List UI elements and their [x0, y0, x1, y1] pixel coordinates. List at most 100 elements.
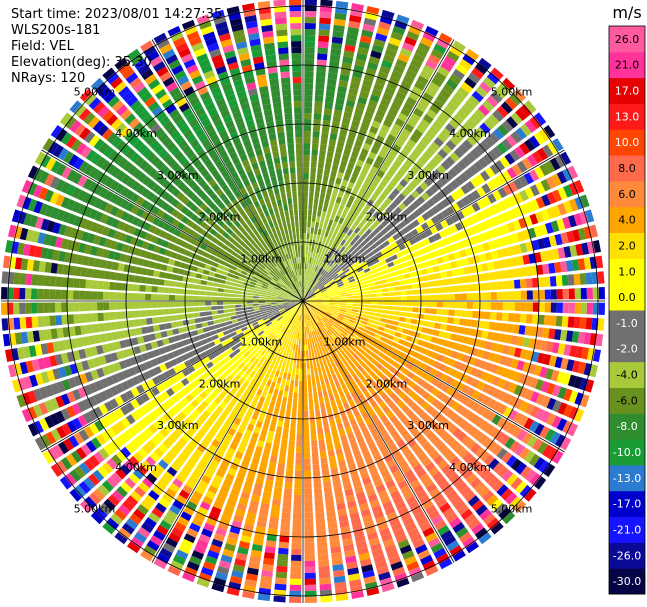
velocity-gate [381, 583, 395, 593]
velocity-gate [193, 544, 207, 555]
velocity-gate [597, 271, 605, 284]
velocity-gate [508, 195, 518, 207]
velocity-gate [360, 426, 369, 434]
velocity-gate [345, 200, 353, 208]
velocity-gate [387, 107, 399, 117]
velocity-gate [79, 290, 86, 300]
velocity-gate [546, 191, 557, 205]
velocity-gate [551, 248, 560, 260]
velocity-gate [322, 293, 329, 296]
velocity-gate [315, 185, 321, 193]
velocity-gate [158, 271, 166, 279]
velocity-gate [460, 219, 469, 229]
velocity-gate [1, 302, 8, 315]
velocity-gate [394, 206, 402, 215]
velocity-gate [418, 307, 425, 313]
velocity-gate [441, 316, 449, 323]
velocity-gate [325, 156, 333, 164]
velocity-gate [404, 123, 415, 133]
velocity-gate [331, 164, 339, 172]
velocity-gate [61, 302, 68, 313]
velocity-gate [407, 528, 420, 538]
velocity-gate [316, 304, 323, 307]
velocity-gate [349, 511, 360, 520]
velocity-gate [462, 238, 471, 248]
velocity-gate [303, 227, 307, 234]
velocity-gate [383, 139, 393, 148]
velocity-gate [462, 468, 474, 480]
velocity-gate [334, 338, 341, 345]
velocity-gate [365, 366, 372, 374]
velocity-gate [134, 275, 141, 283]
velocity-gate [379, 15, 393, 25]
velocity-gate [321, 463, 329, 470]
velocity-gate [563, 344, 572, 356]
velocity-gate [253, 301, 259, 304]
velocity-gate [335, 448, 343, 456]
velocity-gate [492, 388, 502, 399]
velocity-gate [422, 64, 435, 75]
velocity-gate [389, 464, 399, 474]
velocity-gate [305, 338, 308, 345]
velocity-gate [342, 248, 349, 255]
velocity-gate [335, 277, 341, 282]
velocity-gate [241, 372, 249, 380]
velocity-gate [193, 290, 200, 295]
velocity-gate [375, 438, 385, 447]
velocity-gate [465, 247, 473, 256]
velocity-gate [157, 279, 165, 286]
velocity-gate [334, 242, 340, 249]
velocity-gate [163, 279, 171, 287]
velocity-gate [482, 490, 495, 502]
velocity-gate [502, 302, 509, 311]
velocity-gate [345, 555, 357, 564]
velocity-gate [474, 62, 488, 75]
velocity-gate [446, 270, 453, 278]
velocity-gate [319, 276, 325, 282]
velocity-gate [429, 434, 440, 445]
velocity-gate [380, 124, 390, 133]
velocity-gate [376, 305, 383, 309]
velocity-gate [348, 20, 361, 29]
velocity-gate [420, 247, 428, 255]
velocity-gate [383, 538, 395, 548]
velocity-gate [424, 288, 431, 294]
velocity-gate [323, 480, 332, 488]
velocity-gate [478, 360, 488, 370]
velocity-gate [320, 261, 325, 268]
velocity-gate [450, 494, 462, 506]
velocity-gate [365, 374, 373, 382]
velocity-gate [408, 91, 420, 102]
velocity-gate [403, 240, 412, 248]
velocity-gate [411, 219, 420, 228]
velocity-gate [291, 337, 295, 344]
velocity-gate [187, 313, 195, 319]
velocity-gate [267, 367, 273, 374]
velocity-gate [422, 478, 434, 489]
velocity-gate [183, 533, 196, 544]
velocity-gate [320, 334, 325, 341]
velocity-gate [325, 274, 332, 280]
velocity-gate [386, 319, 393, 325]
velocity-gate [453, 147, 465, 159]
velocity-gate [294, 350, 298, 357]
velocity-gate [364, 456, 374, 465]
velocity-gate [298, 308, 301, 315]
velocity-gate [343, 388, 350, 396]
velocity-gate [375, 313, 382, 318]
velocity-gate [300, 345, 303, 351]
velocity-gate [496, 105, 509, 118]
velocity-gate [309, 306, 314, 311]
velocity-gate [322, 297, 329, 299]
velocity-gate [524, 100, 537, 114]
velocity-gate [451, 202, 461, 213]
velocity-gate [351, 337, 358, 344]
velocity-gate [370, 327, 378, 334]
velocity-gate [303, 143, 311, 150]
velocity-gate [175, 473, 187, 484]
velocity-gate [563, 388, 573, 402]
velocity-gate [304, 302, 309, 308]
velocity-gate [303, 263, 305, 269]
velocity-gate [204, 419, 213, 429]
velocity-gate [531, 314, 539, 325]
